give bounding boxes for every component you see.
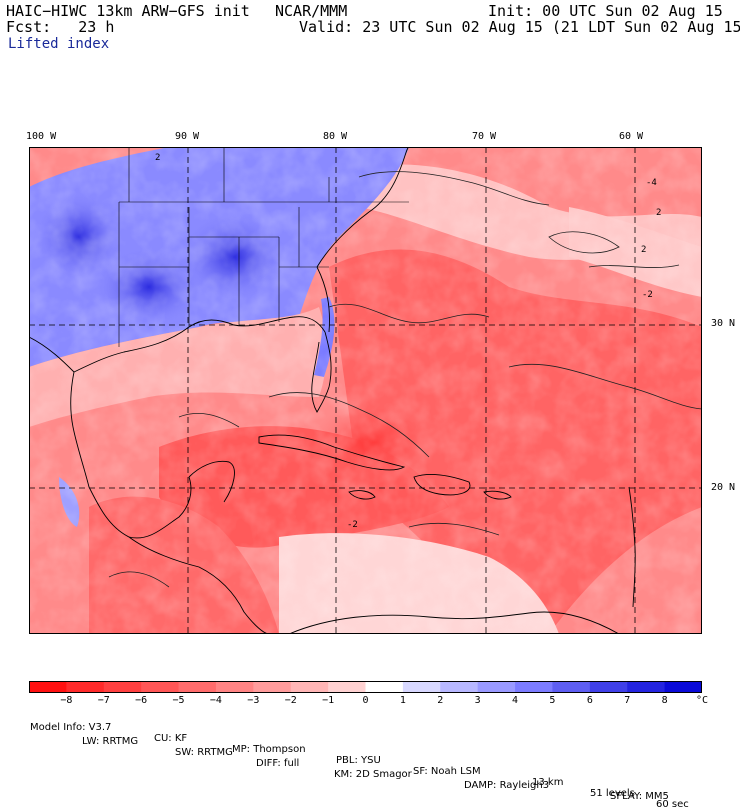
- contour-label: -2: [347, 520, 358, 530]
- colorbar-tick-label: 3: [474, 695, 481, 706]
- graticule: [29, 147, 702, 634]
- footer-line-1: Model Info: V3.7 CU: KF MP: Thompson PBL…: [30, 711, 730, 810]
- colorbar-unit: °C: [696, 695, 709, 706]
- field-texture: [29, 147, 702, 634]
- lat-label-20n: 20 N: [711, 482, 736, 493]
- colorbar-tick-label: −7: [97, 695, 110, 706]
- contour-label: 2: [656, 208, 661, 218]
- footer-diff: DIFF: full: [256, 758, 300, 769]
- colorbar-swatch: [290, 681, 329, 693]
- contours: [108, 171, 702, 588]
- footer-km: KM: 2D Smagor: [334, 769, 412, 780]
- colorbar-swatch: [215, 681, 254, 693]
- colorbar-swatch: [29, 681, 67, 693]
- colorbar-tick-label: −5: [172, 695, 185, 706]
- colorbar-tick-label: −3: [247, 695, 260, 706]
- colorbar-frame: [29, 681, 702, 693]
- contour-label: -4: [646, 178, 657, 188]
- colorbar-swatch: [328, 681, 366, 693]
- model-title: HAIC−HIWC 13km ARW−GFS init: [6, 2, 250, 20]
- colorbar-tick-label: 1: [399, 695, 406, 706]
- colorbar-tick-label: −4: [209, 695, 222, 706]
- colorbar-swatch: [552, 681, 591, 693]
- contour-label: 2: [155, 153, 160, 163]
- colorbar-swatch: [589, 681, 628, 693]
- contour-label: -2: [642, 290, 653, 300]
- footer-lw: LW: RRTMG: [82, 736, 139, 747]
- colorbar-tick-label: −8: [60, 695, 73, 706]
- colorbar-swatch: [365, 681, 404, 693]
- colorbar-tick-label: −1: [322, 695, 335, 706]
- colorbar-swatch: [402, 681, 441, 693]
- coastlines: [29, 147, 636, 634]
- org-label: NCAR/MMM: [275, 2, 348, 20]
- lon-label-100w: 100 W: [26, 131, 57, 142]
- lat-label-30n: 30 N: [711, 318, 736, 329]
- colorbar-swatch: [141, 681, 180, 693]
- lon-label-70w: 70 W: [472, 131, 497, 142]
- colorbar-tick-label: 6: [586, 695, 593, 706]
- state-borders: [118, 147, 409, 347]
- lon-label-60w: 60 W: [619, 131, 644, 142]
- colorbar-swatch: [66, 681, 105, 693]
- contour-label: 2: [641, 245, 646, 255]
- colorbar-swatch: [477, 681, 516, 693]
- colorbar-swatch: [627, 681, 666, 693]
- colorbar-tick-label: −6: [135, 695, 148, 706]
- map-frame: [29, 147, 702, 634]
- colorbar-swatch: [440, 681, 479, 693]
- footer-sflay: SFLAY: MM5: [610, 791, 669, 802]
- colorbar: [29, 681, 702, 693]
- footer-line-2: LW: RRTMG SW: RRTMG DIFF: full KM: 2D Sm…: [30, 725, 730, 802]
- colorbar-swatch: [664, 681, 702, 693]
- footer-sf: SF: Noah LSM: [413, 766, 481, 777]
- colorbar-tick-label: 8: [661, 695, 668, 706]
- lifted-index-map: 2 2 2 -2 -2 -4: [29, 147, 702, 634]
- lon-label-80w: 80 W: [323, 131, 348, 142]
- colorbar-tick-label: −2: [284, 695, 297, 706]
- valid-time: Valid: 23 UTC Sun 02 Aug 15 (21 LDT Sun …: [299, 18, 740, 36]
- footer-pbl: PBL: YSU: [336, 755, 381, 766]
- footer-model-info: Model Info: V3.7: [30, 722, 112, 733]
- colorbar-swatch: [103, 681, 142, 693]
- colorbar-swatch: [515, 681, 553, 693]
- field-name: Lifted index: [8, 36, 110, 52]
- colorbar-tick-label: 4: [512, 695, 519, 706]
- footer-mp: MP: Thompson: [232, 744, 306, 755]
- footer-sw: SW: RRTMG: [175, 747, 233, 758]
- colorbar-tick-label: 2: [437, 695, 444, 706]
- colorbar-tick-label: 0: [362, 695, 369, 706]
- colorbar-tick-label: 5: [549, 695, 556, 706]
- lon-label-90w: 90 W: [175, 131, 200, 142]
- colorbar-swatch: [253, 681, 292, 693]
- colorbar-tick-label: 7: [624, 695, 631, 706]
- footer-cu: CU: KF: [154, 733, 188, 744]
- footer-damp: DAMP: Rayleigh3: [464, 780, 550, 791]
- colorbar-swatch: [178, 681, 217, 693]
- forecast-hour: Fcst: 23 h: [6, 18, 115, 36]
- init-time: Init: 00 UTC Sun 02 Aug 15: [488, 2, 723, 20]
